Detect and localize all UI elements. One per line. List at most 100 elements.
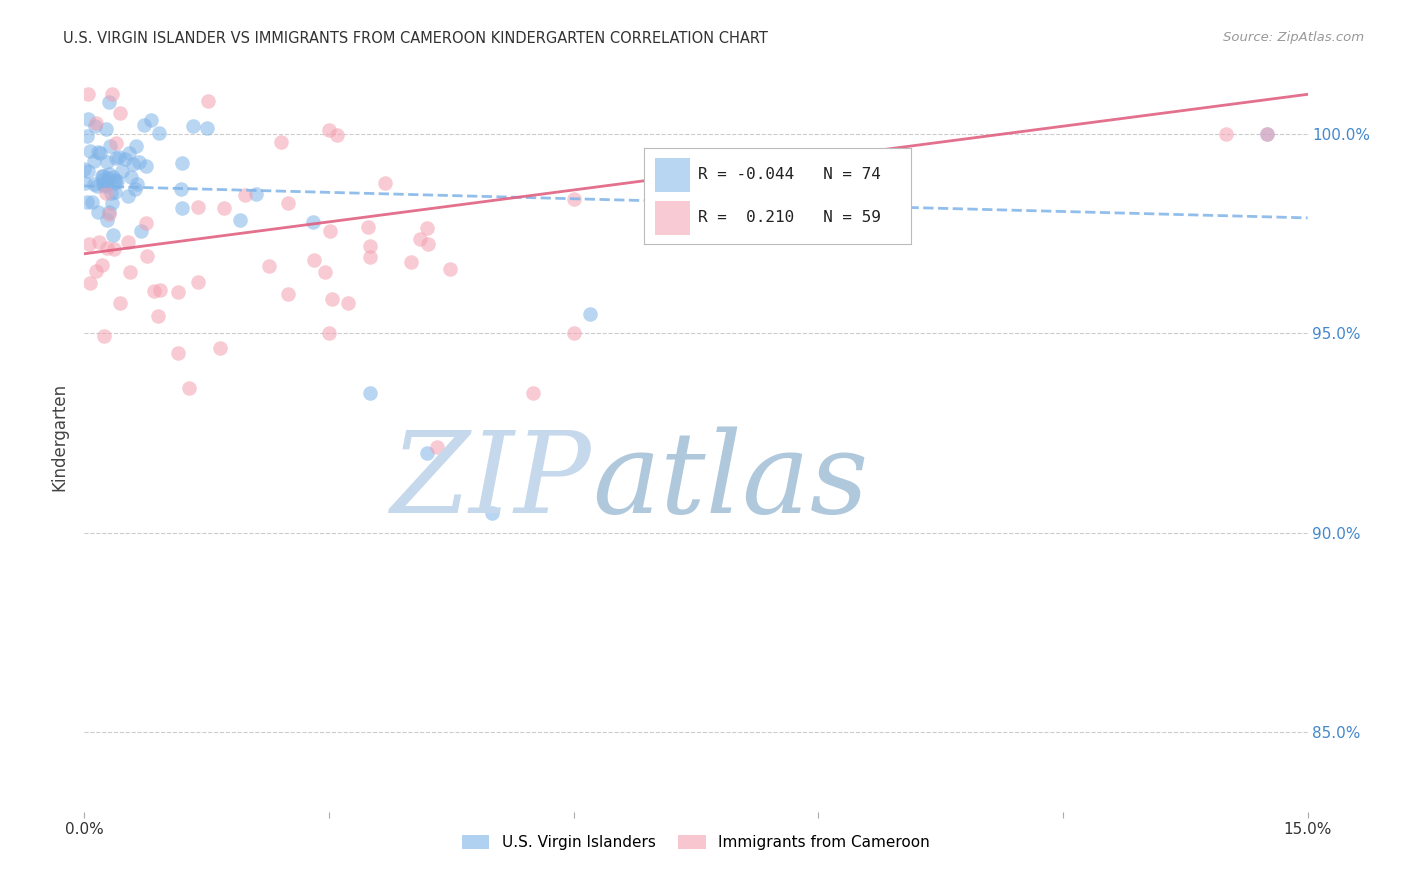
Point [128, 155, 150, 169]
Point [108, 296, 131, 310]
Point [135, 159, 157, 173]
Text: atlas: atlas [592, 426, 869, 537]
Point [84, 264, 107, 278]
Point [91, 177, 114, 191]
Point [83, 153, 105, 168]
Point [277, 286, 299, 301]
Bar [655, 201, 690, 235]
Point [132, 118, 155, 132]
Point [139, 112, 162, 127]
Point [277, 195, 299, 210]
Point [96, 186, 118, 200]
Point [122, 157, 145, 171]
Point [101, 227, 124, 242]
Point [197, 94, 219, 108]
Point [97, 168, 120, 182]
Point [97, 171, 120, 186]
Point [187, 275, 209, 289]
Point [416, 236, 439, 251]
Point [321, 292, 343, 306]
Point [84, 119, 107, 133]
Point [103, 185, 125, 199]
Point [245, 186, 267, 201]
Legend: U.S. Virgin Islanders, Immigrants from Cameroon: U.S. Virgin Islanders, Immigrants from C… [456, 830, 936, 856]
Point [439, 262, 461, 277]
Point [336, 295, 359, 310]
Point [1256, 127, 1278, 141]
Point [86, 178, 108, 193]
Point [96, 154, 118, 169]
Point [73, 162, 96, 177]
Point [79, 276, 101, 290]
Point [114, 152, 136, 166]
Point [104, 151, 127, 165]
Point [97, 204, 120, 219]
Point [177, 381, 200, 395]
Point [1256, 127, 1278, 141]
Point [167, 346, 190, 360]
Point [83, 177, 105, 191]
Point [562, 192, 585, 206]
Point [426, 440, 449, 454]
Point [399, 254, 422, 268]
Point [117, 235, 139, 250]
Point [481, 506, 503, 520]
Point [101, 87, 124, 102]
Point [229, 212, 252, 227]
Point [77, 237, 100, 252]
Point [98, 95, 121, 109]
Point [77, 112, 100, 127]
Point [374, 176, 396, 190]
Point [415, 220, 437, 235]
Point [212, 201, 235, 215]
Point [136, 249, 159, 263]
Point [93, 179, 115, 194]
Point [76, 195, 98, 210]
Point [108, 149, 131, 163]
Text: U.S. VIRGIN ISLANDER VS IMMIGRANTS FROM CAMEROON KINDERGARTEN CORRELATION CHART: U.S. VIRGIN ISLANDER VS IMMIGRANTS FROM … [63, 31, 768, 46]
Point [93, 329, 115, 343]
Point [183, 120, 205, 134]
Point [111, 163, 134, 178]
Point [125, 139, 148, 153]
Point [108, 106, 131, 120]
Text: R =  0.210   N = 59: R = 0.210 N = 59 [697, 211, 880, 226]
Point [270, 135, 292, 149]
Point [208, 341, 231, 355]
Point [195, 121, 218, 136]
Y-axis label: Kindergarten: Kindergarten [51, 383, 69, 491]
Point [96, 213, 118, 227]
Point [104, 176, 127, 190]
Point [172, 156, 194, 170]
Point [172, 201, 194, 215]
Point [170, 182, 193, 196]
Point [89, 145, 111, 160]
Point [76, 163, 98, 178]
Point [257, 259, 280, 273]
Point [359, 250, 381, 264]
Point [120, 170, 142, 185]
Point [359, 386, 381, 401]
Point [148, 310, 170, 324]
Point [301, 215, 323, 229]
Point [117, 188, 139, 202]
Point [84, 116, 107, 130]
Point [326, 128, 349, 143]
Point [93, 173, 115, 187]
Point [82, 194, 104, 209]
Point [409, 231, 432, 245]
Point [89, 235, 111, 250]
Point [143, 284, 166, 298]
Point [79, 144, 101, 158]
Point [91, 169, 114, 183]
Point [86, 145, 108, 160]
Point [94, 178, 117, 192]
Point [235, 188, 257, 202]
Point [101, 196, 124, 211]
Point [319, 224, 342, 238]
Point [416, 446, 439, 460]
Point [96, 121, 118, 136]
Point [522, 386, 544, 401]
Text: ZIP: ZIP [391, 426, 592, 537]
Point [118, 146, 141, 161]
